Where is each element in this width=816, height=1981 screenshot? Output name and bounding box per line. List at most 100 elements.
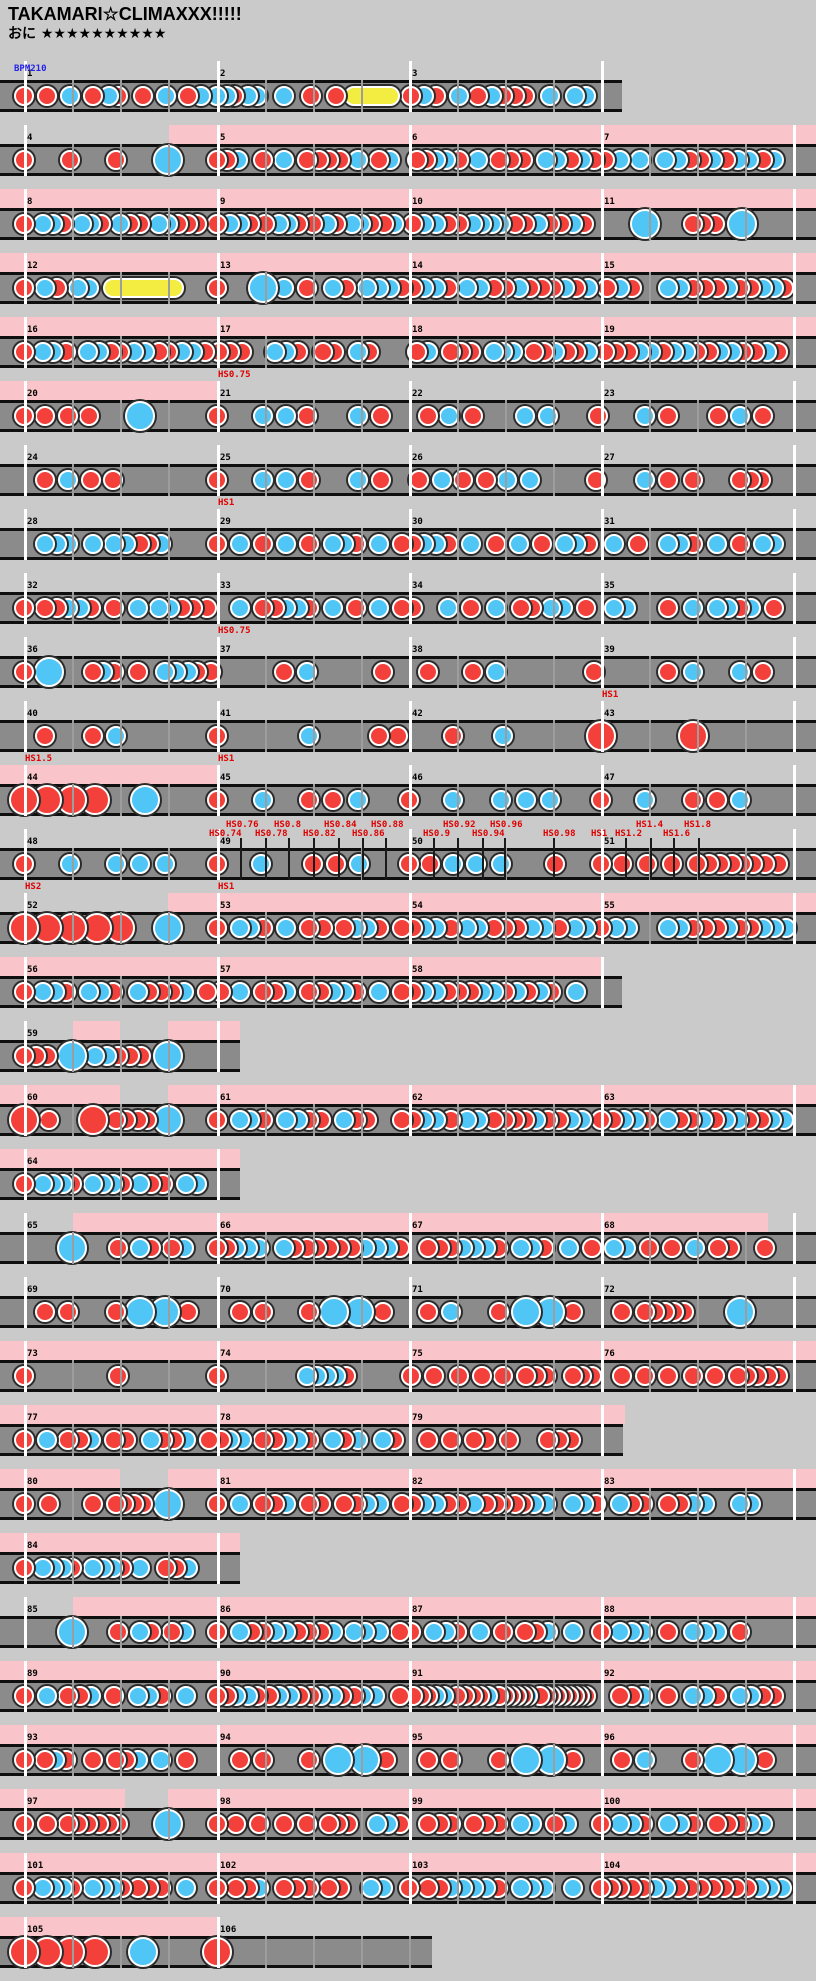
measure-line	[409, 765, 412, 816]
don-note	[545, 854, 566, 874]
beat-line	[313, 1232, 315, 1264]
beat-line	[72, 1104, 74, 1136]
hs-tick-line	[338, 838, 340, 880]
measure-number: 47	[604, 773, 615, 783]
don-note	[83, 86, 104, 106]
measure-line	[409, 1725, 412, 1776]
big-ka-note	[128, 1937, 159, 1967]
beat-line	[168, 208, 170, 240]
don-note	[729, 1622, 750, 1642]
beat-line	[553, 528, 555, 560]
beat-line	[72, 784, 74, 816]
measure-line	[601, 573, 604, 624]
beat-line	[120, 1616, 122, 1648]
ka-note	[33, 1558, 54, 1578]
beat-line	[168, 272, 170, 304]
beat-line	[265, 80, 267, 112]
measure-number: 50	[412, 837, 423, 847]
gogo-time-strip	[0, 1725, 816, 1744]
beat-line	[168, 976, 170, 1008]
chart-row: 65 66 67 68	[0, 1213, 816, 1277]
measure-line	[217, 1021, 220, 1072]
beat-line	[72, 1424, 74, 1456]
chart-row: 1 2 3	[0, 61, 816, 125]
ka-note	[431, 470, 452, 490]
measure-number: 51	[604, 837, 615, 847]
measure-line	[409, 445, 412, 496]
measure-line	[793, 637, 796, 688]
beat-line	[457, 1680, 459, 1712]
measure-number: 49	[220, 837, 231, 847]
measure-line	[24, 1725, 27, 1776]
measure-number: 105	[27, 1925, 44, 1935]
beat-line	[553, 1872, 555, 1904]
measure-number: 46	[412, 773, 423, 783]
ka-note	[154, 854, 175, 874]
don-note	[83, 1494, 104, 1514]
measure-line	[217, 1917, 220, 1968]
gogo-time-strip	[0, 1661, 816, 1680]
beat-line	[457, 336, 459, 368]
measure-number: 103	[412, 1861, 429, 1871]
hs-scroll-label: HS1.8	[684, 820, 712, 830]
beat-line	[72, 464, 74, 496]
don-note	[729, 470, 750, 490]
don-note	[662, 854, 683, 874]
beat-line	[313, 1808, 315, 1840]
beat-line	[72, 1296, 74, 1328]
measure-number: 79	[412, 1413, 423, 1423]
measure-number: 5	[220, 133, 226, 143]
measure-number: 38	[412, 645, 423, 655]
measure-number: 89	[27, 1669, 38, 1679]
don-note	[489, 1750, 510, 1770]
measure-line	[601, 1789, 604, 1840]
beat-line	[313, 976, 315, 1008]
hs-scroll-label: HS0.94	[472, 829, 505, 839]
don-note	[312, 342, 333, 362]
ka-note	[470, 1622, 491, 1642]
measure-line	[409, 1853, 412, 1904]
measure-line	[409, 509, 412, 560]
beat-line	[313, 208, 315, 240]
beat-line	[313, 528, 315, 560]
ka-note	[253, 406, 274, 426]
beat-line	[120, 400, 122, 432]
beat-line	[457, 912, 459, 944]
hs-scroll-label: HS1	[218, 882, 235, 892]
beat-line	[313, 1424, 315, 1456]
measure-number: 23	[604, 389, 615, 399]
ka-note	[230, 1110, 251, 1130]
beat-line	[120, 1296, 122, 1328]
measure-number: 21	[220, 389, 231, 399]
beat-line	[361, 720, 363, 752]
beat-line	[649, 912, 651, 944]
beat-line	[505, 1424, 507, 1456]
chart-row: 28 29 30 31 HS1	[0, 499, 816, 573]
ka-note	[437, 598, 458, 618]
measure-line	[409, 1661, 412, 1712]
chart-row: 84	[0, 1533, 816, 1597]
don-note	[462, 406, 483, 426]
don-note	[35, 406, 56, 426]
don-note	[637, 854, 658, 874]
chart-row: 52 53 54 55 HS2 HS1	[0, 883, 816, 957]
hs-tick-line	[362, 838, 364, 880]
ka-note	[562, 1622, 583, 1642]
gogo-time-strip	[0, 1341, 816, 1360]
beat-line	[120, 1040, 122, 1072]
measure-line	[24, 637, 27, 688]
beat-line	[168, 1296, 170, 1328]
ka-note	[83, 534, 104, 554]
beat-line	[313, 656, 315, 688]
beat-line	[649, 208, 651, 240]
measure-line	[601, 381, 604, 432]
drumroll-note	[102, 278, 185, 298]
beat-line	[72, 144, 74, 176]
don-note	[658, 470, 679, 490]
beat-line	[553, 1104, 555, 1136]
beat-line	[72, 1488, 74, 1520]
beat-line	[553, 1360, 555, 1392]
gogo-time-strip	[168, 893, 816, 912]
beat-line	[553, 1808, 555, 1840]
measure-number: 86	[220, 1605, 231, 1615]
